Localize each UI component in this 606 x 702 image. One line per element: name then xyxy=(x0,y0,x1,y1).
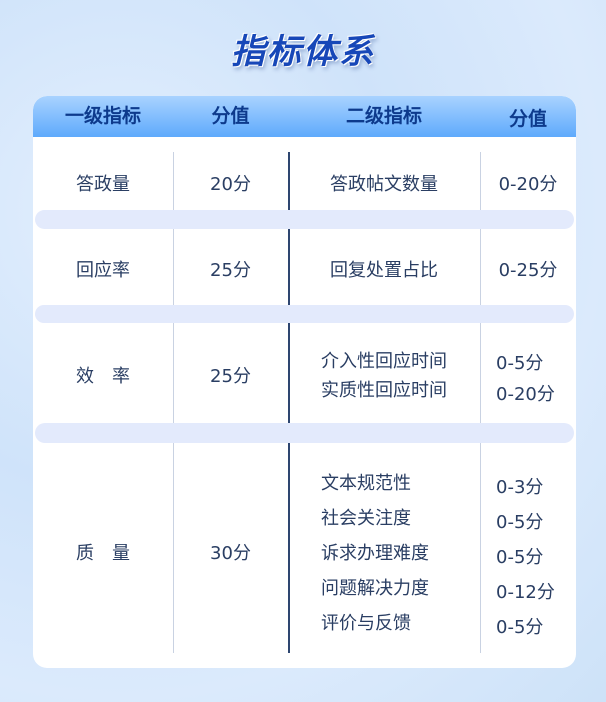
secondary-indicator: 介入性回应时间 xyxy=(321,351,447,372)
secondary-indicator: 评价与反馈 xyxy=(321,613,411,634)
sub-score: 0-3分 xyxy=(496,477,544,498)
secondary-indicator: 问题解决力度 xyxy=(321,578,429,599)
row-separator xyxy=(35,305,574,323)
table-header: 一级指标 分值 二级指标 分值 xyxy=(33,96,576,137)
secondary-indicator: 社会关注度 xyxy=(321,508,411,529)
sub-score: 0-20分 xyxy=(496,384,555,405)
indicator-table: 一级指标 分值 二级指标 分值 答政量 20分 答政帖文数量 0-20分 回应率… xyxy=(33,96,576,668)
score: 30分 xyxy=(210,543,251,564)
score: 20分 xyxy=(210,174,251,195)
sub-score: 0-25分 xyxy=(498,260,558,281)
header-sub-score: 分值 xyxy=(508,108,547,130)
primary-indicator: 质 量 xyxy=(76,543,130,564)
sub-score: 0-5分 xyxy=(496,512,544,533)
score: 25分 xyxy=(210,366,251,387)
sub-score: 0-20分 xyxy=(498,174,558,195)
sub-score: 0-5分 xyxy=(496,353,544,374)
header-primary: 一级指标 xyxy=(64,105,141,127)
header-secondary: 二级指标 xyxy=(345,105,422,127)
sub-score-list: 0-5分 0-20分 xyxy=(496,346,555,412)
secondary-list: 文本规范性 社会关注度 诉求办理难度 问题解决力度 评价与反馈 xyxy=(321,466,429,641)
secondary-indicator: 诉求办理难度 xyxy=(321,543,429,564)
sub-score: 0-12分 xyxy=(496,582,555,603)
secondary-indicator: 回复处置占比 xyxy=(330,260,438,281)
primary-indicator: 效 率 xyxy=(76,366,130,387)
sub-score: 0-5分 xyxy=(496,547,544,568)
primary-indicator: 答政量 xyxy=(76,174,130,195)
secondary-indicator: 文本规范性 xyxy=(321,473,411,494)
primary-indicator: 回应率 xyxy=(76,260,130,281)
header-score: 分值 xyxy=(211,105,250,127)
page-title: 指标体系 xyxy=(231,32,375,72)
sub-score: 0-5分 xyxy=(496,617,544,638)
score: 25分 xyxy=(210,260,251,281)
sub-score-list: 0-3分 0-5分 0-5分 0-12分 0-5分 xyxy=(496,470,555,645)
secondary-list: 介入性回应时间 实质性回应时间 xyxy=(321,344,447,408)
row-separator xyxy=(35,423,574,443)
secondary-indicator: 实质性回应时间 xyxy=(321,380,447,401)
row-separator xyxy=(35,210,574,229)
secondary-indicator: 答政帖文数量 xyxy=(330,174,438,195)
